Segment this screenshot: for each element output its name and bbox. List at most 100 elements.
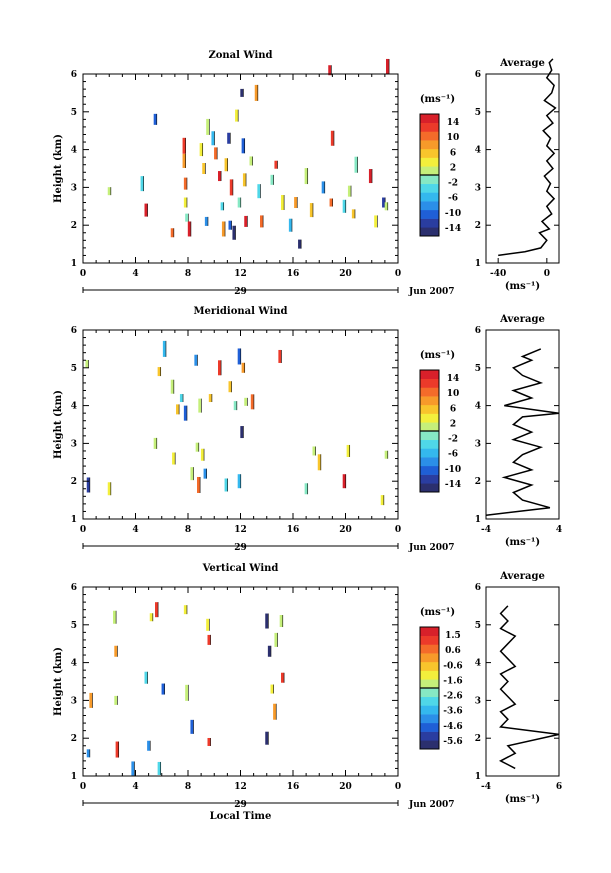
data-cell — [380, 495, 384, 506]
avg-x-tick-label: -4 — [481, 525, 491, 535]
data-cell — [218, 171, 221, 182]
colorbar-tick-label: -2 — [448, 435, 458, 445]
plot-frame — [82, 586, 399, 777]
data-cell — [183, 405, 187, 421]
avg-y-tick-label: 4 — [475, 659, 481, 669]
colorbar-tick-label: -0.6 — [443, 661, 462, 671]
avg-y-tick-label: 3 — [475, 183, 481, 193]
data-cell — [194, 354, 198, 366]
x-tick-label: 16 — [287, 269, 300, 279]
colorbar-unit-label: (ms⁻¹) — [420, 607, 455, 618]
y-tick-label: 6 — [71, 70, 77, 80]
data-cell — [200, 448, 204, 461]
data-cell — [153, 113, 157, 125]
data-cell — [235, 109, 239, 122]
colorbar-segment — [420, 635, 439, 645]
x-tick-label: 0 — [80, 525, 86, 535]
data-cell — [214, 147, 218, 160]
data-cell — [342, 474, 346, 489]
colorbar-segment — [420, 653, 439, 663]
data-cell — [207, 634, 211, 645]
data-cell — [190, 719, 194, 734]
data-cell — [281, 672, 284, 683]
colorbar-segment — [420, 157, 439, 167]
data-cell — [237, 197, 241, 208]
data-cell — [242, 173, 246, 187]
data-cell — [198, 398, 202, 413]
data-cell — [257, 184, 261, 199]
x-tick-label: 0 — [80, 269, 86, 279]
data-cell — [265, 613, 269, 629]
data-cell — [228, 381, 232, 393]
x-tick-label: 20 — [339, 782, 352, 792]
data-cell — [86, 749, 90, 758]
data-cell — [288, 218, 292, 232]
x-tick-label: 4 — [132, 525, 138, 535]
y-tick-label: 1 — [71, 515, 77, 525]
y-tick-label: 5 — [71, 364, 77, 374]
avg-y-tick-label: 3 — [475, 439, 481, 449]
colorbar-segment — [420, 422, 439, 432]
data-cell — [203, 468, 207, 479]
colorbar-tick-label: -10 — [445, 465, 461, 475]
data-cell — [114, 645, 118, 657]
colorbar-tick-label: -3.6 — [443, 707, 462, 717]
data-cell — [273, 703, 277, 720]
data-cell — [241, 138, 245, 154]
avg-y-tick-label: 1 — [475, 772, 481, 782]
data-cell — [304, 168, 308, 185]
data-cell — [144, 671, 148, 684]
colorbar-unit-label: (ms⁻¹) — [420, 350, 455, 361]
data-cell — [274, 160, 278, 169]
avg-x-tick-label: -4 — [481, 782, 491, 792]
colorbar-segment — [420, 740, 439, 750]
avg-y-tick-label: 4 — [475, 402, 481, 412]
colorbar-segment — [420, 705, 439, 715]
y-tick-label: 6 — [71, 326, 77, 336]
data-cell — [208, 394, 212, 403]
average-x-label: (ms⁻¹) — [505, 281, 540, 292]
colorbar-segment — [420, 644, 439, 654]
colorbar-segment — [420, 140, 439, 150]
average-x-label: (ms⁻¹) — [505, 794, 540, 805]
average-profile-line — [498, 58, 557, 257]
y-tick-label: 2 — [71, 734, 77, 744]
data-cell — [131, 761, 135, 776]
x-tick-label: 0 — [80, 782, 86, 792]
data-cell — [183, 197, 187, 208]
data-cell — [170, 228, 174, 238]
avg-y-tick-label: 1 — [475, 515, 481, 525]
colorbar-unit-label: (ms⁻¹) — [420, 94, 455, 105]
x-tick-label: 16 — [287, 525, 300, 535]
colorbar-segment — [420, 370, 439, 380]
colorbar-segment — [420, 483, 439, 493]
y-tick-label: 5 — [71, 108, 77, 118]
panel-title: Meridional Wind — [193, 306, 287, 317]
avg-x-tick-label: 6 — [556, 782, 562, 792]
data-cell — [244, 397, 248, 406]
average-frame — [485, 329, 560, 520]
avg-y-tick-label: 2 — [475, 221, 481, 231]
y-tick-label: 3 — [71, 696, 77, 706]
x-tick-label: 0 — [395, 269, 401, 279]
colorbar: 14 10 6 2 -2 -6 -10 -14 (ms⁻¹) — [419, 94, 461, 237]
data-cell — [278, 349, 282, 363]
colorbar-tick-label: -10 — [445, 209, 461, 219]
y-tick-label: 6 — [71, 583, 77, 593]
avg-y-tick-label: 2 — [475, 477, 481, 487]
x-tick-label: 20 — [339, 525, 352, 535]
data-cell — [157, 761, 161, 775]
data-cell — [199, 143, 203, 157]
data-cell — [224, 478, 228, 492]
colorbar-segment — [420, 201, 439, 211]
average-frame — [485, 73, 560, 264]
data-cell — [321, 181, 325, 194]
x-tick-label: 16 — [287, 782, 300, 792]
colorbar-segment — [420, 448, 439, 458]
data-cell — [220, 202, 224, 211]
average-frame — [485, 586, 560, 777]
data-cell — [354, 156, 358, 173]
